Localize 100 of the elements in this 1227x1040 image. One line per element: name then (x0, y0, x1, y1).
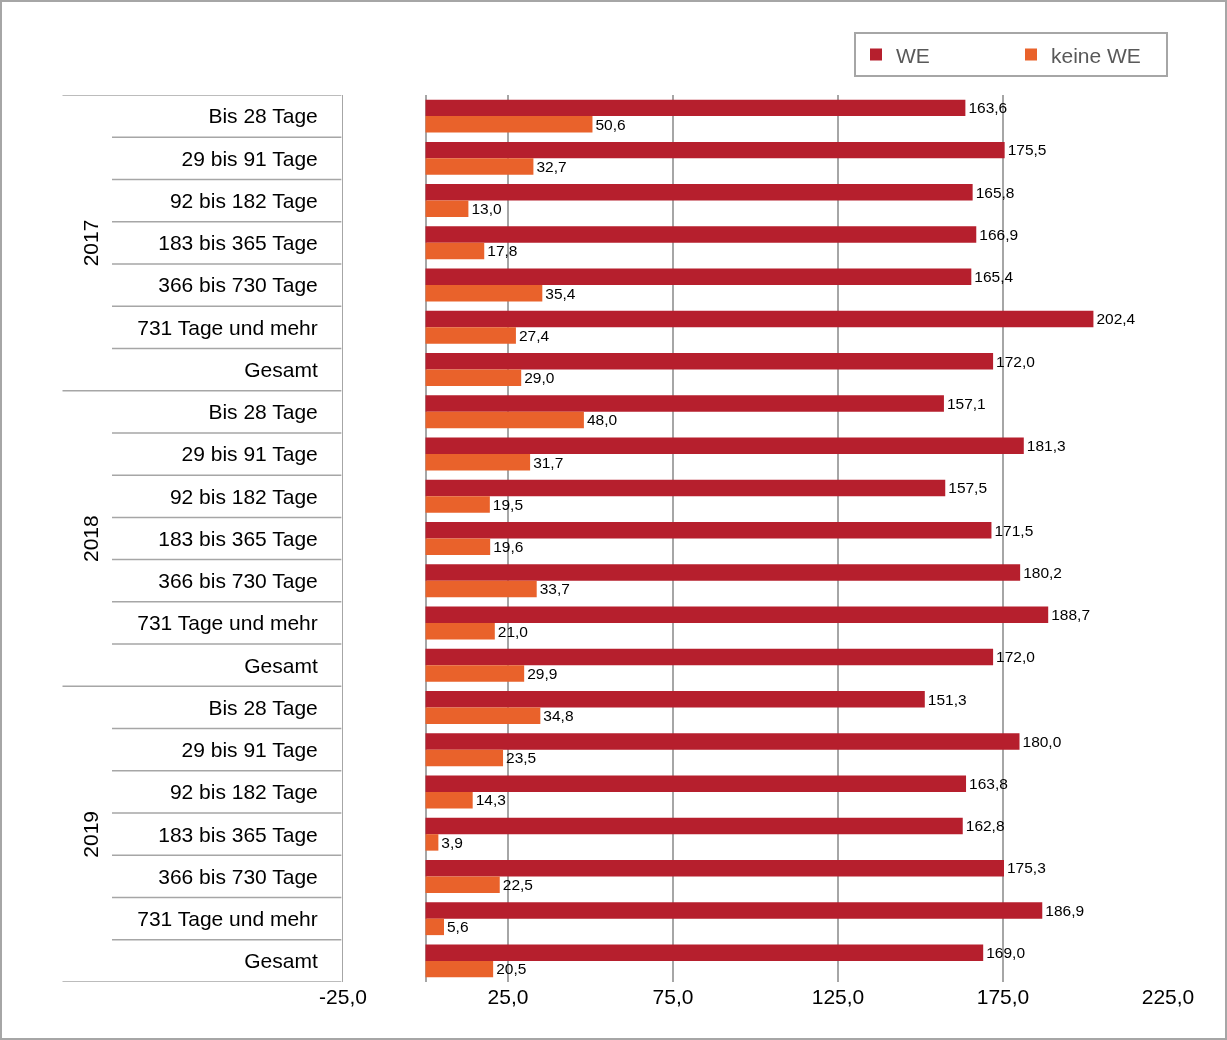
y-tick-label: 731 Tage und mehr (137, 906, 318, 930)
data-label: 186,9 (1045, 901, 1085, 919)
y-tick-label: Bis 28 Tage (208, 400, 318, 424)
y-tick-label: 731 Tage und mehr (137, 611, 318, 635)
bar (425, 944, 984, 961)
data-label: 151,3 (927, 690, 967, 708)
data-label: 35,4 (545, 284, 576, 302)
x-tick-label: 125,0 (811, 985, 865, 1008)
bar (425, 733, 1020, 750)
data-label: 31,7 (533, 453, 564, 471)
bar (425, 902, 1043, 919)
y-tick-label: Gesamt (244, 653, 318, 677)
text: 2018 (79, 515, 102, 562)
bar (425, 437, 1024, 455)
x-tick-label: 75,0 (652, 985, 694, 1008)
data-label: 165,4 (974, 268, 1014, 286)
bar (425, 749, 504, 767)
bar (425, 817, 963, 835)
bar (425, 411, 584, 429)
bar (425, 564, 1021, 581)
bar (425, 522, 992, 539)
bar (425, 622, 495, 640)
data-label: 22,5 (502, 875, 533, 893)
data-label: 14,3 (475, 791, 506, 809)
y-tick-label: Bis 28 Tage (208, 104, 318, 128)
data-label: 175,5 (1007, 141, 1047, 159)
y-tick-label: 366 bis 730 Tage (158, 569, 318, 593)
data-label: 163,6 (968, 99, 1008, 117)
y-tick-label: 366 bis 730 Tage (158, 864, 318, 888)
data-label: 166,9 (979, 225, 1019, 243)
bar (425, 496, 490, 513)
bar (425, 353, 994, 370)
data-label: 3,9 (441, 833, 463, 851)
bar (425, 454, 531, 471)
bar (425, 369, 522, 387)
data-label: 50,6 (595, 115, 626, 133)
data-label: 162,8 (965, 817, 1005, 835)
text: 2019 (79, 810, 103, 858)
data-label: 17,8 (487, 242, 518, 260)
bar (425, 268, 972, 286)
data-label: 169,0 (986, 943, 1026, 961)
bar (425, 707, 541, 724)
data-label: 32,7 (536, 157, 567, 175)
bar (425, 606, 1049, 623)
data-label: 202,4 (1096, 310, 1136, 328)
bar (425, 184, 973, 201)
bar (425, 310, 1094, 328)
data-label: 33,7 (539, 580, 570, 598)
y-tick-label: 29 bis 91 Tage (181, 146, 318, 170)
bar (425, 395, 944, 412)
data-label: 23,5 (506, 749, 537, 767)
data-label: 175,3 (1006, 859, 1046, 877)
bar (425, 242, 485, 260)
y-tick-label: Gesamt (244, 949, 318, 973)
x-tick-label: -25,0 (319, 985, 367, 1008)
data-label: 20,5 (496, 960, 527, 978)
data-label: 163,8 (969, 775, 1008, 793)
data-label: 188,7 (1051, 606, 1091, 624)
bar (425, 479, 946, 497)
y-tick-label: Bis 28 Tage (208, 695, 318, 719)
bar (425, 327, 516, 344)
bar (425, 876, 500, 893)
bar (425, 665, 525, 682)
y-tick-label: 366 bis 730 Tage (158, 273, 318, 297)
data-label: 13,0 (471, 200, 502, 218)
y-tick-label: 731 Tage und mehr (137, 315, 318, 339)
data-label: 157,1 (946, 394, 986, 412)
y-tick-label: 92 bis 182 Tage (169, 780, 318, 804)
y-tick-label: 92 bis 182 Tage (169, 484, 318, 508)
data-label: 172,0 (996, 648, 1036, 666)
bar (425, 285, 543, 302)
data-label: 19,6 (493, 538, 524, 556)
y-tick-label: Gesamt (244, 357, 318, 381)
bar (425, 791, 473, 809)
bar (425, 918, 444, 936)
data-label: 180,2 (1023, 563, 1062, 581)
bar (425, 200, 469, 218)
data-label: 172,0 (996, 352, 1036, 370)
data-label: 5,6 (446, 918, 469, 936)
y-tick-label: 183 bis 365 Tage (158, 231, 318, 255)
bar (425, 960, 494, 978)
bar (425, 158, 534, 175)
data-label: 181,3 (1026, 437, 1066, 455)
data-label: 29,9 (527, 664, 558, 682)
legend-label: keine WE (1051, 43, 1141, 67)
bar (425, 226, 977, 243)
data-label: 165,8 (975, 183, 1015, 201)
bar (425, 859, 1004, 877)
data-label: 21,0 (497, 622, 529, 640)
bar (425, 538, 491, 555)
bar (425, 580, 537, 598)
data-label: 27,4 (518, 326, 550, 344)
data-label: 157,5 (948, 479, 988, 497)
bar (425, 775, 967, 792)
data-label: 180,0 (1022, 732, 1062, 750)
y-tick-label: 92 bis 182 Tage (169, 188, 318, 212)
bar (425, 834, 439, 851)
bar (425, 99, 966, 117)
x-tick-label: 25,0 (487, 985, 529, 1008)
data-label: 34,8 (543, 707, 574, 725)
